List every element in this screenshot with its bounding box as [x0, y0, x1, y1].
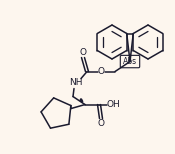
FancyBboxPatch shape — [120, 55, 140, 68]
Text: O: O — [79, 48, 86, 57]
Text: O: O — [97, 67, 104, 76]
Text: OH: OH — [106, 100, 120, 109]
Text: O: O — [97, 119, 104, 128]
Text: Abs: Abs — [123, 57, 137, 66]
Text: NH: NH — [69, 78, 83, 87]
